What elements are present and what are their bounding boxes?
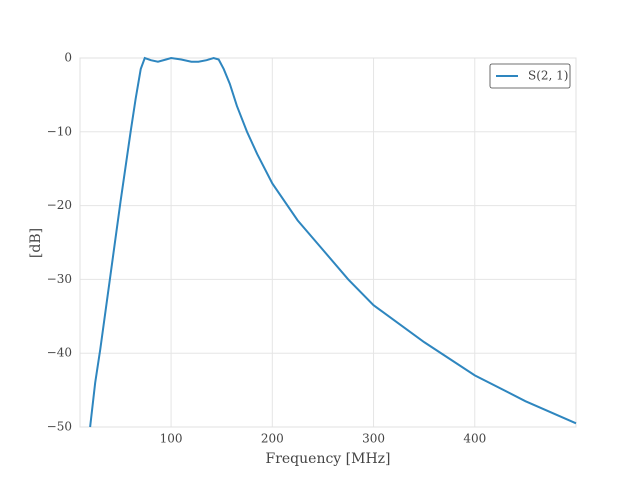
plot-frame [79,57,577,428]
x-tick-label: 100 [160,432,183,446]
y-axis-label: [dB] [28,228,44,258]
x-tick-label: 200 [261,432,284,446]
data-line [89,56,577,428]
y-tick-label: −50 [47,420,72,434]
y-tick-label: −20 [47,198,72,212]
y-tick-label: −10 [47,124,72,138]
x-tick-label: 400 [463,432,486,446]
legend-label: S(2, 1) [528,69,568,83]
y-tick-label: −30 [47,272,72,286]
x-tick-label: 300 [362,432,385,446]
y-tick-label: −40 [47,346,72,360]
x-axis-label: Frequency [MHz] [265,451,390,467]
legend: S(2, 1) [489,63,571,89]
legend-box [489,63,571,89]
y-tick-label: 0 [64,51,72,65]
